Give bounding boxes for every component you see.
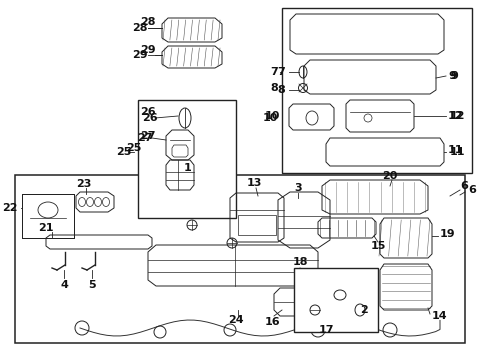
Text: 16: 16 — [264, 317, 279, 327]
Text: 21: 21 — [38, 223, 54, 233]
Text: 24: 24 — [228, 315, 244, 325]
Text: 7: 7 — [277, 67, 285, 77]
Text: 26: 26 — [140, 107, 156, 117]
Bar — [282, 8, 471, 173]
Text: 6: 6 — [467, 185, 475, 195]
Text: 1: 1 — [184, 163, 191, 173]
Text: 9: 9 — [447, 71, 455, 81]
Text: 15: 15 — [369, 241, 385, 251]
Text: 8: 8 — [270, 83, 278, 93]
Text: 9: 9 — [449, 71, 457, 81]
Text: 17: 17 — [318, 325, 333, 335]
Text: 10: 10 — [262, 113, 278, 123]
Text: 12: 12 — [449, 111, 465, 121]
Text: 22: 22 — [2, 203, 18, 213]
Text: 2: 2 — [359, 305, 367, 315]
Text: 6: 6 — [459, 181, 467, 191]
Text: 18: 18 — [292, 257, 307, 267]
Text: 25: 25 — [126, 143, 142, 153]
Text: 27: 27 — [137, 133, 152, 143]
Text: 7: 7 — [270, 67, 278, 77]
Text: 27: 27 — [140, 131, 156, 141]
Text: 26: 26 — [142, 113, 158, 123]
Text: 13: 13 — [246, 178, 261, 188]
Text: 20: 20 — [382, 171, 397, 181]
Bar — [138, 100, 236, 218]
Text: 11: 11 — [447, 145, 463, 155]
Text: 28: 28 — [132, 23, 147, 33]
Bar — [22, 194, 74, 238]
Text: 19: 19 — [439, 229, 455, 239]
Text: 25: 25 — [116, 147, 131, 157]
Bar — [238, 215, 275, 235]
Text: 5: 5 — [88, 280, 96, 290]
Bar — [293, 268, 377, 332]
Text: 14: 14 — [431, 311, 447, 321]
Text: 8: 8 — [277, 85, 285, 95]
Text: 29: 29 — [140, 45, 156, 55]
Text: 29: 29 — [132, 50, 147, 60]
Text: 12: 12 — [447, 111, 463, 121]
Text: 23: 23 — [76, 179, 92, 189]
Text: 3: 3 — [294, 183, 301, 193]
Text: 4: 4 — [60, 280, 68, 290]
Text: 28: 28 — [140, 17, 156, 27]
Bar — [15, 175, 464, 343]
Text: 11: 11 — [449, 147, 465, 157]
Text: 10: 10 — [264, 111, 280, 121]
